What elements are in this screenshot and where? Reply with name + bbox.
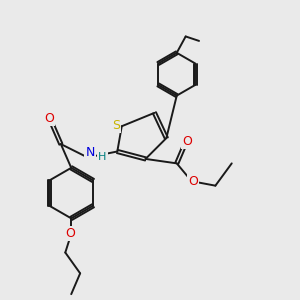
Text: N: N — [85, 146, 94, 159]
Text: S: S — [112, 119, 120, 132]
Text: O: O — [182, 136, 192, 148]
Text: O: O — [188, 175, 198, 188]
Text: H: H — [98, 152, 106, 162]
Text: O: O — [65, 227, 75, 240]
Text: O: O — [44, 112, 54, 125]
